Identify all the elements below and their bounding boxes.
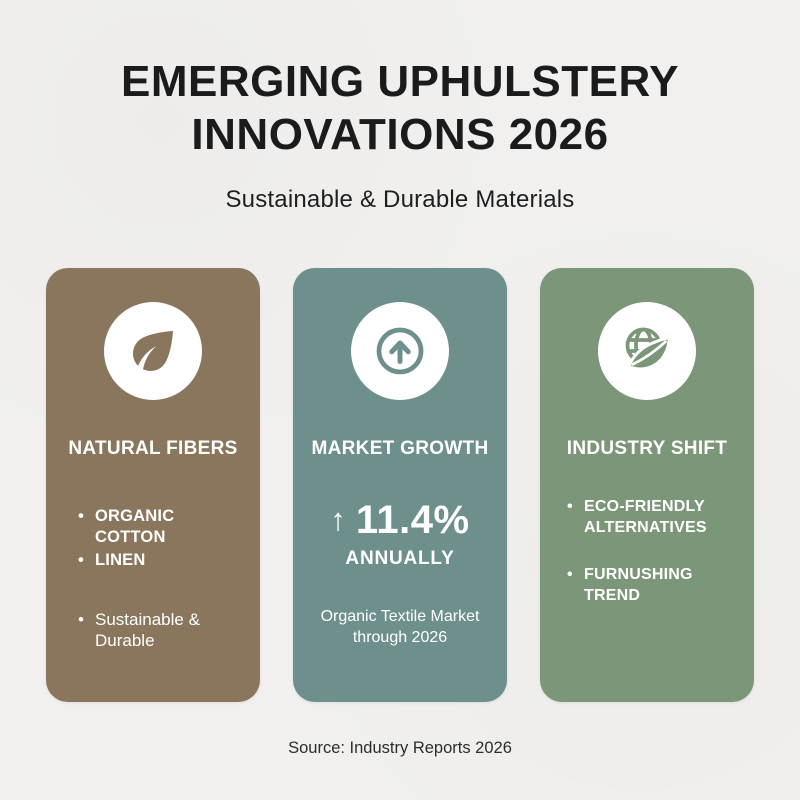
leaf-icon-badge [104,302,202,400]
growth-stat: ↑ 11.4% [330,500,469,540]
source-credit: Source: Industry Reports 2026 [288,739,512,757]
list-item: Sustainable & Durable [78,609,248,651]
card-heading-market-growth: MARKET GROWTH [311,438,489,459]
page-title-line2: INNOVATIONS 2026 [191,109,609,159]
page-title-line1: EMERGING UPHULSTERY [121,57,679,106]
cards-row: NATURAL FIBERS ORGANIC COTTON LINEN Sust… [46,268,754,702]
leaf-icon [132,331,173,371]
arrow-up-circle-icon [376,327,424,375]
list-item: ECO-FRIENDLY ALTERNATIVES [567,496,742,538]
natural-fibers-note-list: Sustainable & Durable [58,609,248,651]
card-heading-industry-shift: INDUSTRY SHIFT [566,438,728,459]
list-item: ORGANIC COTTON [78,506,248,548]
growth-stat-value: 11.4% [355,498,470,542]
arrow-up-circle-icon-badge [351,302,449,400]
growth-stat-label: ANNUALLY [345,548,455,569]
list-item: FURNUSHING TREND [567,564,742,606]
card-market-growth: MARKET GROWTH ↑ 11.4% ANNUALLY Organic T… [293,268,507,702]
card-industry-shift: INDUSTRY SHIFT ECO-FRIENDLY ALTERNATIVES… [540,268,754,702]
growth-description-line2: through 2026 [352,629,448,646]
page-subtitle: Sustainable & Durable Materials [225,185,575,213]
page-title: EMERGING UPHULSTERY INNOVATIONS 2026 [0,56,800,162]
list-item: LINEN [78,550,248,571]
up-arrow-glyph: ↑ [330,501,346,537]
growth-description: Organic Textile Market through 2026 [321,606,480,648]
card-heading-natural-fibers: NATURAL FIBERS [68,438,238,459]
growth-description-line1: Organic Textile Market [320,608,480,625]
card-natural-fibers: NATURAL FIBERS ORGANIC COTTON LINEN Sust… [46,268,260,702]
natural-fibers-list: ORGANIC COTTON LINEN [58,506,248,573]
globe-leaf-icon [625,327,672,371]
industry-shift-list: ECO-FRIENDLY ALTERNATIVES FURNUSHING TRE… [552,496,742,632]
globe-leaf-icon-badge [598,302,696,400]
poster-header: EMERGING UPHULSTERY INNOVATIONS 2026 Sus… [0,0,800,214]
